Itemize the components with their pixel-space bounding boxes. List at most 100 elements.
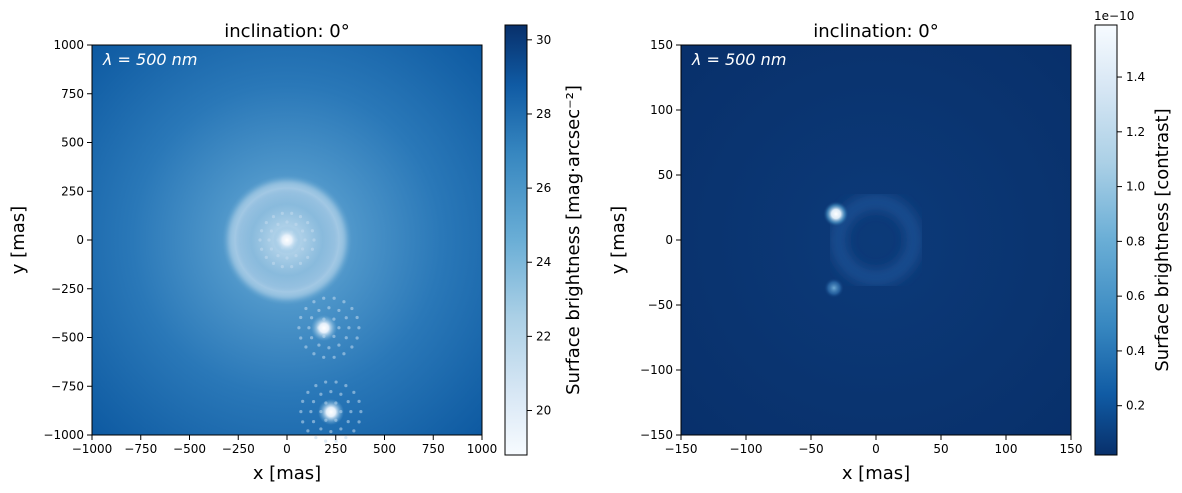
- colorbar-right-tick-label: 0.6: [1126, 289, 1145, 303]
- chart-left-xtick-label: −500: [173, 442, 206, 456]
- chart-left-speckle: [352, 429, 356, 433]
- chart-left-speckle: [342, 300, 346, 304]
- chart-left-speckle: [258, 238, 262, 242]
- chart-left-speckle: [300, 229, 305, 233]
- colorbar-right-tick-label: 1.0: [1126, 180, 1145, 194]
- chart-left-xtick-label: −250: [222, 442, 255, 456]
- chart-left-ytick-label: −750: [51, 379, 84, 393]
- chart-left-speckle: [314, 384, 318, 388]
- chart-left-speckle: [311, 400, 316, 404]
- chart-right-source-faint: [824, 278, 844, 298]
- chart-right-title: inclination: 0°: [813, 21, 938, 42]
- chart-left: inclination: 0° λ = 500 nm −1000 −750 −500…: [8, 21, 497, 484]
- chart-left-speckle: [290, 264, 294, 269]
- chart-left-speckle: [322, 296, 326, 300]
- chart-left-speckle: [344, 316, 348, 320]
- chart-left-speckle: [350, 345, 354, 349]
- chart-left-speckle: [352, 390, 356, 394]
- colorbar-left-tick-label: 26: [536, 181, 551, 195]
- chart-left-speckle: [344, 336, 348, 340]
- chart-right-xtick-label: −150: [665, 442, 698, 456]
- chart-left-yaxis: −1000 −750 −500 −250 0 250 500 750 1000: [43, 38, 92, 442]
- chart-right-xtick-label: −50: [798, 442, 823, 456]
- chart-left-speckle: [312, 238, 316, 242]
- chart-left-speckle: [276, 222, 280, 227]
- chart-left-speckle: [304, 306, 308, 311]
- chart-left-speckle: [337, 326, 341, 330]
- colorbar-right-tick-label: 0.4: [1126, 344, 1145, 358]
- chart-left-speckle: [299, 315, 303, 320]
- chart-left-xtick-label: 0: [283, 442, 291, 456]
- chart-left-speckle: [306, 390, 310, 394]
- chart-left-speckle: [297, 326, 301, 330]
- chart-left-source-center: [273, 226, 301, 254]
- chart-left-speckle: [264, 221, 268, 225]
- chart-left-xtick-label: 250: [324, 442, 347, 456]
- colorbar-right-gradient: [1094, 24, 1118, 456]
- chart-left-title: inclination: 0°: [224, 21, 349, 42]
- chart-left-source-2: [318, 399, 344, 425]
- chart-left-speckle: [359, 410, 363, 414]
- chart-left-speckle: [311, 420, 316, 424]
- chart-left-speckle: [306, 255, 310, 259]
- chart-left-xtick-label: −750: [124, 442, 157, 456]
- colorbar-left-tick-label: 30: [536, 33, 551, 47]
- chart-left-speckle: [327, 346, 331, 350]
- chart-right: inclination: 0° λ = 500 nm −150 −100 −50 0 5…: [608, 21, 1082, 484]
- chart-left-speckle: [298, 215, 303, 219]
- chart-right-ytick-label: 0: [665, 233, 673, 247]
- chart-left-speckle: [294, 253, 298, 258]
- chart-right-xlabel: x [mas]: [842, 463, 910, 484]
- chart-left-source-1: [311, 315, 337, 341]
- chart-left-speckle: [294, 222, 298, 227]
- chart-left-ytick-label: −250: [51, 282, 84, 296]
- colorbar-left-ticks: 20 22 24 26 28 30: [527, 33, 551, 418]
- chart-left-image: [92, 45, 482, 443]
- chart-left-xtick-label: −1000: [72, 442, 113, 456]
- chart-right-ytick-label: 100: [650, 103, 673, 117]
- chart-right-xtick-label: 0: [872, 442, 880, 456]
- chart-left-speckle: [271, 215, 276, 219]
- chart-left-speckle: [337, 308, 341, 313]
- colorbar-left: 20 22 24 26 28 30 Surface brightness [mag·arc…: [504, 24, 584, 456]
- chart-left-ytick-label: 0: [76, 233, 84, 247]
- chart-left-speckle: [324, 439, 328, 443]
- chart-left-speckle: [350, 306, 354, 311]
- chart-right-xtick-label: 100: [995, 442, 1018, 456]
- chart-right-ylabel: y [mas]: [608, 206, 629, 274]
- chart-left-speckle: [264, 255, 268, 259]
- chart-left-speckle: [322, 355, 326, 359]
- chart-left-speckle: [324, 380, 328, 384]
- chart-left-speckle: [332, 296, 336, 300]
- chart-left-speckle: [260, 229, 264, 233]
- chart-left-speckle: [310, 336, 314, 340]
- chart-left-xlabel: x [mas]: [253, 463, 321, 484]
- chart-left-annotation: λ = 500 nm: [102, 50, 197, 69]
- chart-left-speckle: [280, 211, 284, 216]
- colorbar-right-tick-label: 0.8: [1126, 234, 1145, 248]
- chart-left-speckle: [329, 430, 333, 434]
- chart-left-speckle: [290, 211, 294, 216]
- chart-left-speckle: [271, 261, 276, 265]
- colorbar-left-tick-label: 24: [536, 255, 551, 269]
- chart-left-speckle: [269, 247, 274, 251]
- chart-left-speckle: [349, 410, 353, 414]
- chart-left-speckle: [299, 336, 303, 340]
- chart-right-ytick-label: 150: [650, 38, 673, 52]
- colorbar-right-label: Surface brightness [contrast]: [1152, 108, 1173, 371]
- chart-left-speckle: [317, 308, 321, 313]
- chart-left-ytick-label: 250: [61, 184, 84, 198]
- chart-right-xaxis: −150 −100 −50 0 50 100 150: [665, 435, 1082, 456]
- chart-left-speckle: [314, 435, 318, 440]
- chart-left-speckle: [357, 326, 361, 330]
- chart-left-speckle: [342, 352, 346, 356]
- chart-left-speckle: [267, 238, 271, 242]
- colorbar-left-tick-label: 20: [536, 404, 551, 418]
- chart-right-xtick-label: −100: [730, 442, 763, 456]
- chart-left-xaxis: −1000 −750 −500 −250 0 250 500 750 1000: [72, 435, 497, 456]
- chart-left-speckle: [300, 247, 305, 251]
- chart-left-speckle: [309, 410, 313, 414]
- chart-left-ytick-label: −500: [51, 331, 84, 345]
- chart-left-speckle: [307, 326, 311, 330]
- chart-left-speckle: [303, 238, 307, 242]
